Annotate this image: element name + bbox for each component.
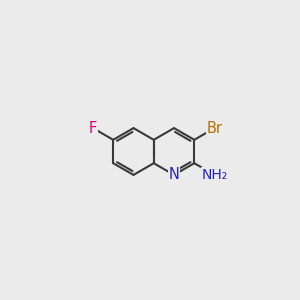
- Text: Br: Br: [206, 121, 223, 136]
- Text: F: F: [89, 121, 97, 136]
- Text: N: N: [169, 167, 179, 182]
- Text: NH₂: NH₂: [201, 168, 228, 182]
